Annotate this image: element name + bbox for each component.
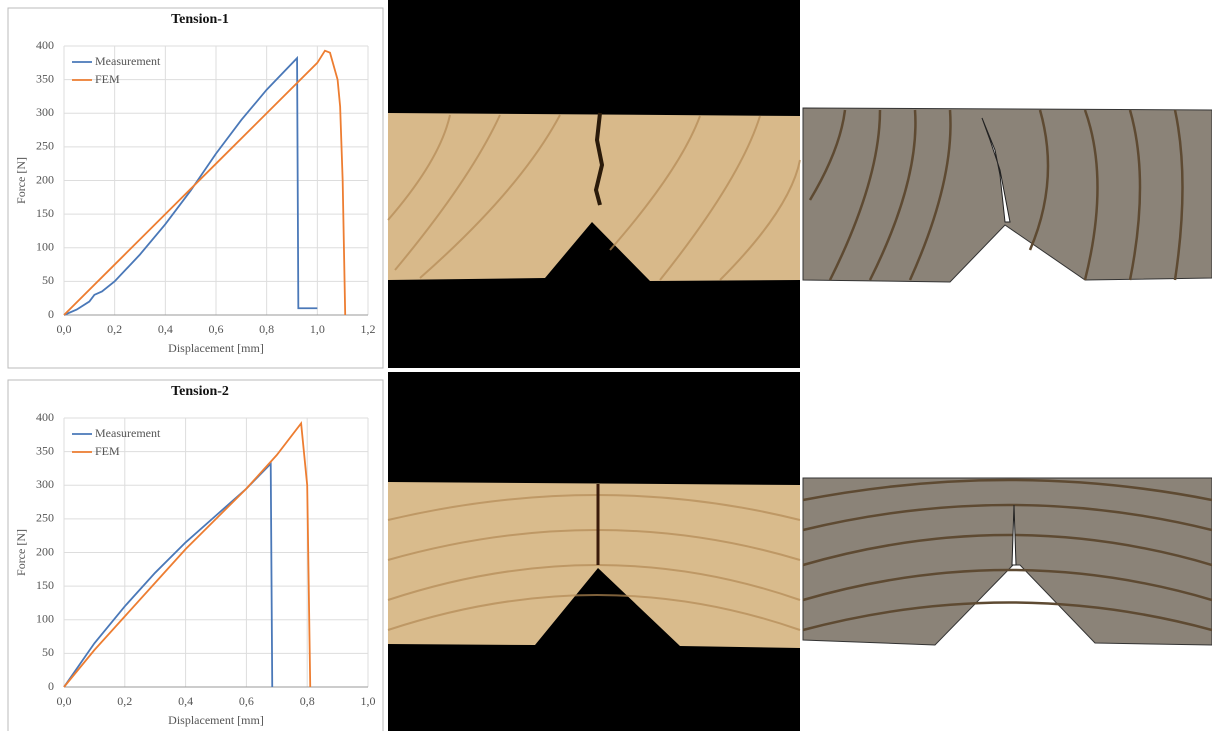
chart-title: Tension-1 <box>171 12 229 27</box>
y-tick-label: 0 <box>48 679 54 693</box>
data-line <box>63 421 312 688</box>
y-tick-label: 0 <box>48 307 54 321</box>
x-tick-label: 0,6 <box>209 322 224 336</box>
x-tick-label: 1,0 <box>361 694 376 708</box>
x-tick-label: 0,8 <box>259 322 274 336</box>
x-tick-label: 0,6 <box>239 694 254 708</box>
x-tick-label: 0,0 <box>57 694 72 708</box>
y-tick-label: 350 <box>36 443 54 457</box>
y-tick-label: 200 <box>36 172 54 186</box>
y-tick-label: 350 <box>36 71 54 85</box>
y-axis-title: Force [N] <box>14 529 28 576</box>
chart-title: Tension-2 <box>171 384 229 399</box>
fem-model <box>802 477 1212 646</box>
chart: Tension-1 0 50 100 150 200 250 300 350 400 0,0 0,2 0… <box>7 7 384 369</box>
wood-grain <box>387 114 801 281</box>
x-tick-label: 0,8 <box>300 694 315 708</box>
y-tick-label: 150 <box>36 206 54 220</box>
y-axis-title: Force [N] <box>14 157 28 204</box>
y-tick-label: 400 <box>36 410 54 424</box>
y-tick-label: 150 <box>36 578 54 592</box>
data-line <box>63 55 318 316</box>
x-tick-label: 0,2 <box>117 694 132 708</box>
x-tick-label: 0,4 <box>178 694 193 708</box>
x-tick-label: 0,4 <box>158 322 173 336</box>
y-tick-label: 50 <box>42 273 54 287</box>
x-axis-title: Displacement [mm] <box>168 341 264 355</box>
chart: Tension-2 0 50 100 150 200 250 300 350 400 0,0 0,2 0… <box>7 379 384 736</box>
x-tick-label: 0,0 <box>57 322 72 336</box>
fem-crack <box>1011 504 1017 566</box>
legend-label: Measurement <box>95 54 161 68</box>
y-tick-label: 200 <box>36 544 54 558</box>
legend-label: Measurement <box>95 426 161 440</box>
data-line <box>63 49 347 316</box>
fem-grain <box>802 478 1212 632</box>
x-tick-label: 1,0 <box>310 322 325 336</box>
x-tick-label: 1,2 <box>361 322 376 336</box>
y-tick-label: 300 <box>36 477 54 491</box>
fem-model <box>802 107 1212 283</box>
y-tick-label: 400 <box>36 38 54 52</box>
y-tick-label: 100 <box>36 612 54 626</box>
legend-label: FEM <box>95 72 120 86</box>
x-axis-title: Displacement [mm] <box>168 713 264 727</box>
legend-label: FEM <box>95 444 120 458</box>
fem-crack <box>981 117 1011 223</box>
fem-grain <box>808 109 1184 281</box>
data-line <box>63 461 274 688</box>
crack <box>593 112 605 206</box>
y-tick-label: 250 <box>36 511 54 525</box>
y-tick-label: 50 <box>42 645 54 659</box>
y-tick-label: 250 <box>36 139 54 153</box>
y-tick-label: 100 <box>36 240 54 254</box>
wood-specimen <box>388 113 800 281</box>
x-tick-label: 0,2 <box>107 322 122 336</box>
y-tick-label: 300 <box>36 105 54 119</box>
